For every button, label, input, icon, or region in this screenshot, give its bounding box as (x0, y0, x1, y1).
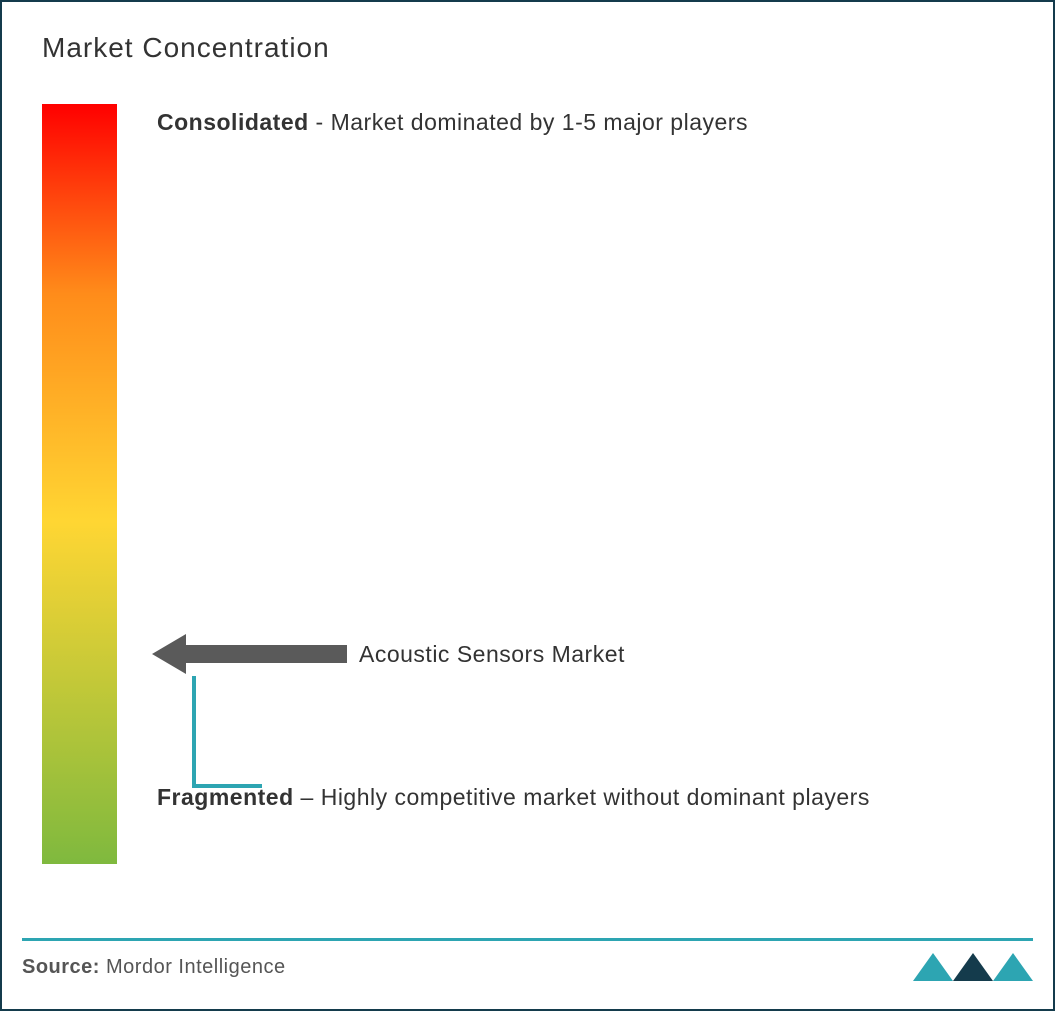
marker-row: Acoustic Sensors Market (152, 632, 625, 676)
consolidated-label: Consolidated - Market dominated by 1-5 m… (157, 104, 748, 141)
text-area: Consolidated - Market dominated by 1-5 m… (157, 104, 1013, 884)
footer: Source: Mordor Intelligence (22, 938, 1033, 981)
fragmented-rest: – Highly competitive market without domi… (294, 784, 870, 810)
source-text: Source: Mordor Intelligence (22, 956, 286, 979)
concentration-gradient-bar (42, 104, 117, 864)
logo-icon (913, 953, 1033, 981)
consolidated-bold: Consolidated (157, 109, 309, 135)
marker-label: Acoustic Sensors Market (359, 641, 625, 668)
arrow-icon (152, 632, 347, 676)
page-title: Market Concentration (42, 32, 1013, 64)
fragmented-bold: Fragmented (157, 784, 294, 810)
infographic-container: Market Concentration Consolidated - Mark… (0, 0, 1055, 1011)
consolidated-rest: - Market dominated by 1-5 major players (309, 109, 748, 135)
content-area: Consolidated - Market dominated by 1-5 m… (42, 104, 1013, 884)
source-value: Mordor Intelligence (100, 956, 286, 978)
teal-connector-vertical (192, 676, 196, 786)
source-label: Source: (22, 956, 100, 978)
fragmented-label: Fragmented – Highly competitive market w… (157, 774, 870, 820)
